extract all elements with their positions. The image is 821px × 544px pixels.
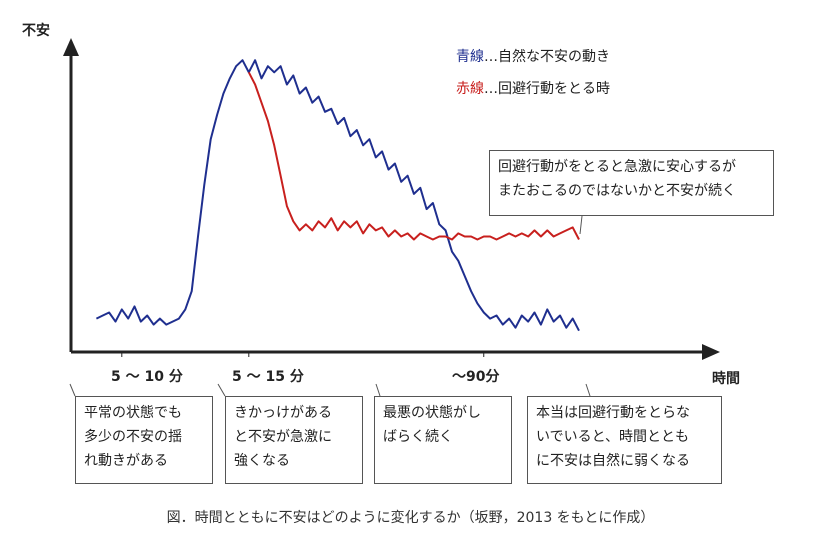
callout-normal-line-3: れ動きがある — [84, 453, 168, 469]
callout-trigger: きかっけがある と不安が急激に 強くなる — [225, 396, 363, 484]
callout-normal-line-2: 多少の不安の揺 — [84, 429, 182, 445]
callout-normal-line-1: 平常の状態でも — [84, 405, 182, 421]
legend-sep-red: … — [484, 81, 498, 97]
legend-key-blue: 青線 — [456, 49, 484, 65]
figure-caption: 図．時間とともに不安はどのように変化するか（坂野，2013 をもとに作成） — [166, 510, 655, 526]
callout-trigger-line-2: と不安が急激に — [234, 429, 332, 445]
legend-text-blue: 自然な不安の動き — [498, 49, 610, 65]
legend-key-red: 赤線 — [456, 81, 484, 97]
callout-worst-line-1: 最悪の状態がし — [383, 405, 481, 421]
y-axis-label: 不安 — [22, 23, 50, 39]
callout-tail-3 — [375, 383, 381, 397]
x-axis-arrow — [702, 344, 720, 360]
callout-natural-decline-line-3: に不安は自然に弱くなる — [536, 453, 690, 469]
callout-tail-1 — [69, 383, 76, 397]
callout-tail-2 — [217, 383, 226, 397]
callout-natural-decline-line-1: 本当は回避行動をとらな — [536, 405, 690, 421]
callout-natural-decline: 本当は回避行動をとらな いでいると、時間ととも に不安は自然に弱くなる — [527, 396, 722, 484]
callout-trigger-line-3: 強くなる — [234, 453, 290, 469]
series-line-blue — [95, 59, 580, 332]
y-axis-arrow — [63, 38, 79, 56]
callout-avoidance: 回避行動がをとると急激に安心するが またおこるのではないかと不安が続く — [489, 150, 774, 216]
series-line-red — [247, 71, 580, 241]
callout-tail-4 — [585, 383, 591, 397]
callout-worst: 最悪の状態がし ばらく続く — [374, 396, 512, 484]
x-axis-label: 時間 — [712, 371, 740, 387]
callout-tail-0 — [579, 215, 583, 235]
legend-sep-blue: … — [484, 49, 498, 65]
x-tick-label-2: ～90分 — [452, 369, 500, 385]
x-tick-label-0: 5 ～ 10 分 — [111, 369, 183, 385]
legend-item-blue: 青線…自然な不安の動き — [456, 46, 610, 66]
callout-avoidance-line-2: またおこるのではないかと不安が続く — [498, 183, 736, 199]
callout-normal: 平常の状態でも 多少の不安の揺 れ動きがある — [75, 396, 213, 484]
callout-natural-decline-line-2: いでいると、時間ととも — [536, 429, 690, 445]
callout-worst-line-2: ばらく続く — [383, 429, 453, 445]
x-tick-label-1: 5 ～ 15 分 — [232, 369, 304, 385]
legend-item-red: 赤線…回避行動をとる時 — [456, 78, 610, 98]
legend-text-red: 回避行動をとる時 — [498, 81, 610, 97]
callout-avoidance-line-1: 回避行動がをとると急激に安心するが — [498, 159, 736, 175]
callout-trigger-line-1: きかっけがある — [234, 405, 332, 421]
